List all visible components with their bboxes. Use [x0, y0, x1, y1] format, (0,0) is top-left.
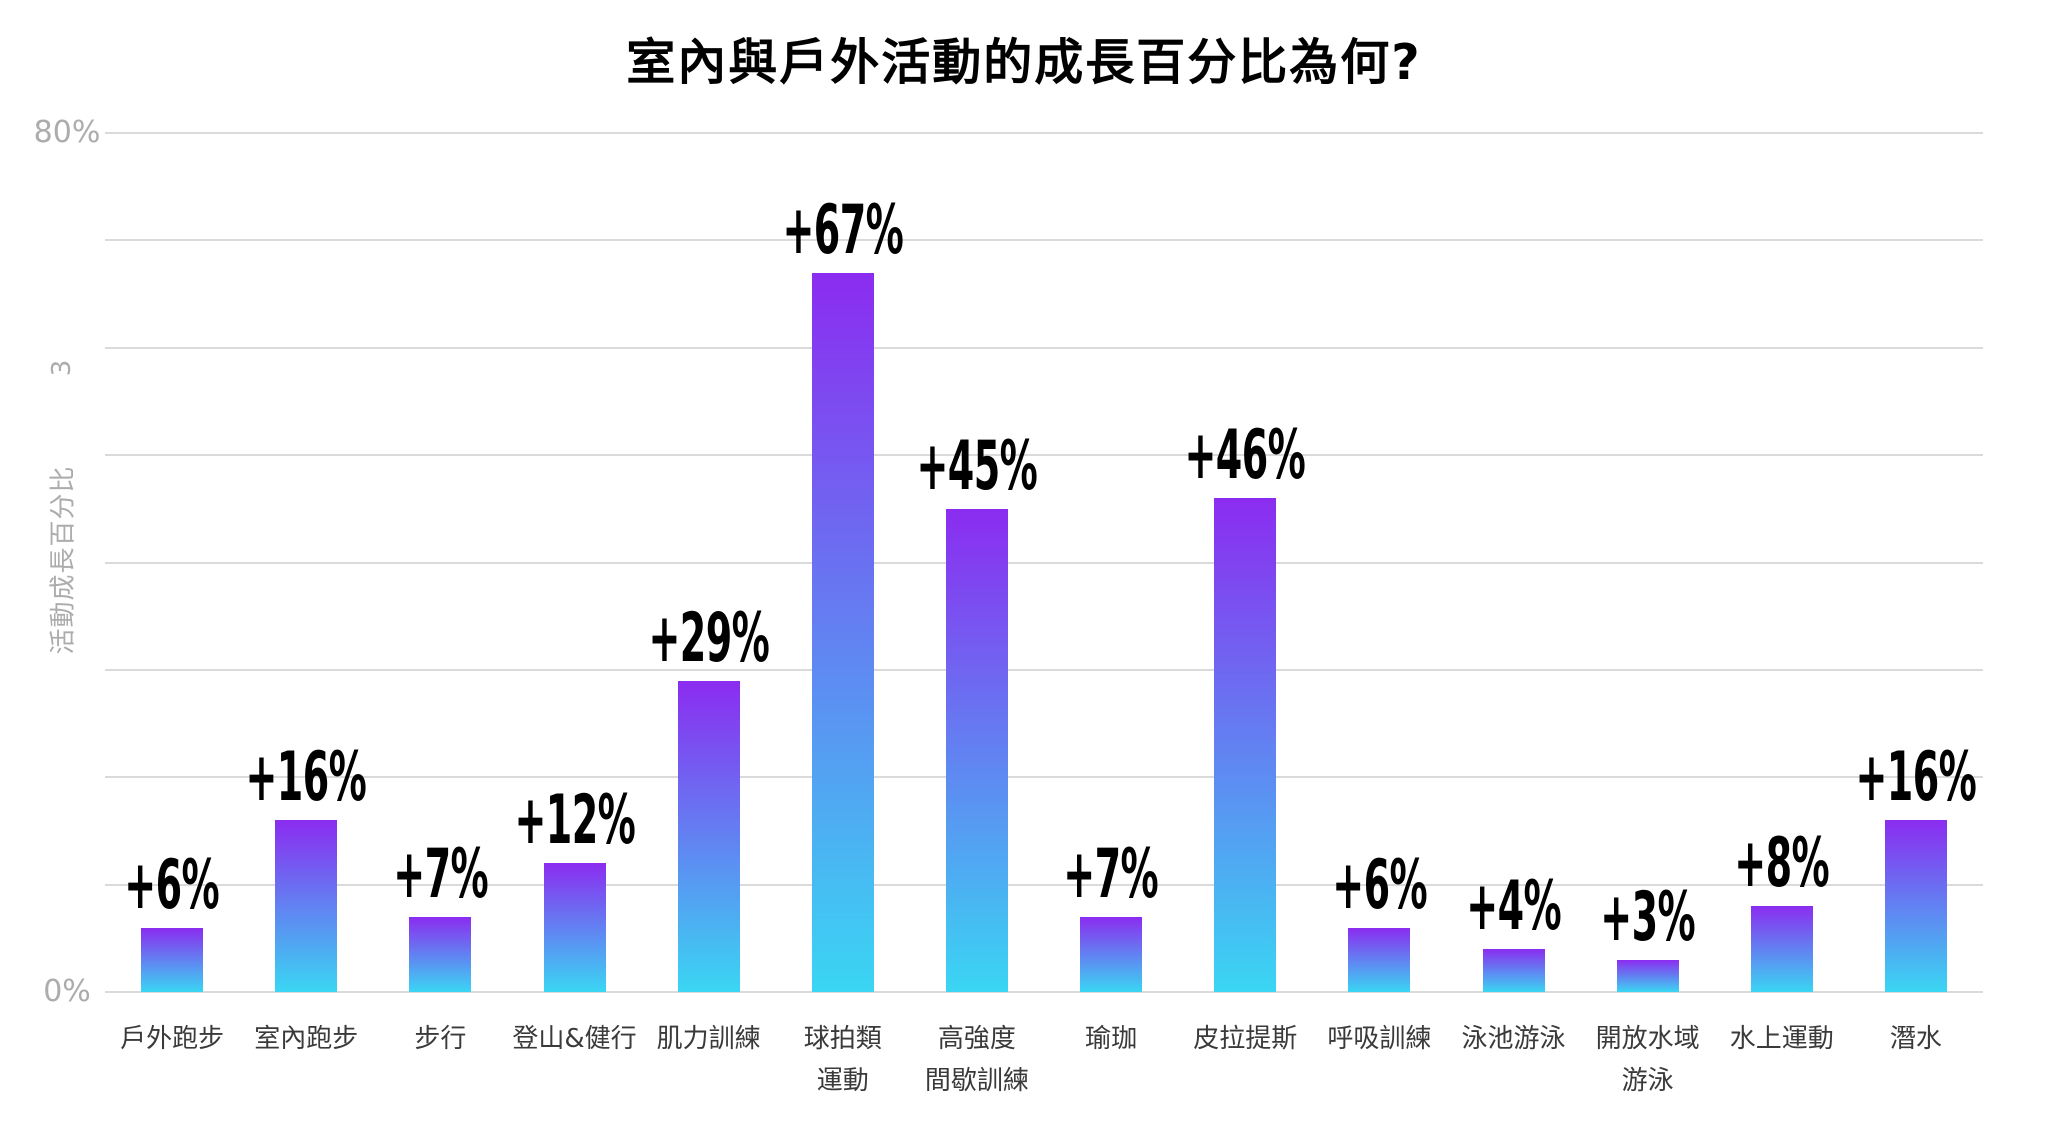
bar-球拍類運動	[811, 272, 874, 992]
value-label-text: +67%	[782, 190, 904, 270]
gridline-40pct	[105, 561, 1983, 564]
x-label-登山&健行: 登山&健行	[507, 1018, 641, 1060]
value-label-泳池游泳: +4%	[1314, 873, 1714, 941]
chart-title: 室內與戶外活動的成長百分比為何?	[626, 34, 1422, 91]
value-label-text: +7%	[1063, 834, 1159, 914]
value-label-text: +16%	[1855, 738, 1977, 818]
value-label-高強度間歇訓練: +45%	[777, 426, 1177, 506]
x-label-呼吸訓練: 呼吸訓練	[1312, 1018, 1446, 1060]
value-label-text: +4%	[1466, 867, 1561, 947]
gridline-70pct	[105, 239, 1983, 242]
bar-戶外跑步	[141, 927, 204, 992]
x-label-球拍類運動: 球拍類 運動	[776, 1018, 910, 1102]
bar-潛水	[1884, 820, 1947, 992]
x-label-line: 泳池游泳	[1461, 1024, 1566, 1054]
value-label-text: +6%	[124, 845, 220, 925]
gridline-20pct	[105, 776, 1983, 779]
x-label-line: 皮拉提斯	[1193, 1024, 1298, 1054]
bar-皮拉提斯	[1214, 498, 1277, 992]
bar-步行	[409, 916, 472, 992]
x-label-line: 潛水	[1889, 1024, 1942, 1054]
bar-開放水域游泳	[1616, 959, 1679, 992]
y-tick-0: 0%	[43, 974, 91, 1009]
bar-水上運動	[1750, 906, 1813, 992]
value-label-text: +6%	[1331, 845, 1427, 925]
y-axis-title-text: 活動成長百分比	[48, 465, 79, 655]
value-label-text: +46%	[1184, 416, 1306, 496]
value-label-text: +3%	[1600, 877, 1696, 957]
x-label-泳池游泳: 泳池游泳	[1446, 1018, 1580, 1060]
x-label-line: 間歇訓練	[924, 1066, 1029, 1096]
bar-登山&健行	[543, 863, 606, 992]
x-label-line: 瑜珈	[1085, 1024, 1138, 1054]
value-label-text: +29%	[648, 598, 770, 678]
x-label-水上運動: 水上運動	[1715, 1018, 1849, 1060]
value-label-text: +16%	[245, 738, 367, 818]
bar-室內跑步	[275, 820, 338, 992]
value-label-皮拉提斯: +46%	[1045, 422, 1445, 490]
value-label-呼吸訓練: +6%	[1179, 845, 1579, 925]
x-label-line: 游泳	[1621, 1066, 1674, 1096]
x-label-line: 水上運動	[1729, 1024, 1834, 1054]
bar-瑜珈	[1080, 916, 1143, 992]
x-label-皮拉提斯: 皮拉提斯	[1178, 1018, 1312, 1060]
value-label-text: +45%	[916, 426, 1038, 506]
bar-呼吸訓練	[1348, 927, 1411, 992]
y-tick-80: 80%	[33, 115, 101, 150]
x-label-步行: 步行	[373, 1018, 507, 1060]
x-label-室內跑步: 室內跑步	[239, 1018, 373, 1060]
y-axis-title: 活動成長百分比	[43, 465, 80, 654]
gridline-10pct	[105, 883, 1983, 886]
x-label-肌力訓練: 肌力訓練	[642, 1018, 776, 1060]
value-label-瑜珈: +7%	[911, 834, 1311, 914]
x-label-高強度間歇訓練: 高強度 間歇訓練	[910, 1018, 1044, 1102]
value-label-潛水: +16%	[1716, 744, 2048, 812]
x-label-戶外跑步: 戶外跑步	[105, 1018, 239, 1060]
value-label-text: +8%	[1734, 824, 1830, 904]
bar-高強度間歇訓練	[945, 508, 1008, 992]
plot-area: +6% +16% +7% +12% +29% +67% +45% +7% +46% +6% +4% +…	[105, 132, 1983, 993]
y-axis-footnote: 3	[47, 359, 77, 377]
value-label-肌力訓練: +29%	[509, 598, 909, 678]
value-label-戶外跑步: +6%	[0, 845, 372, 925]
x-label-line: 肌力訓練	[656, 1024, 761, 1054]
x-label-潛水: 潛水	[1849, 1018, 1983, 1060]
bar-泳池游泳	[1482, 949, 1545, 992]
value-label-步行: +7%	[240, 834, 640, 914]
x-label-line: 戶外跑步	[120, 1024, 225, 1054]
gridline-0pct	[105, 991, 1983, 993]
x-label-line: 運動	[816, 1066, 869, 1096]
x-label-line: 呼吸訓練	[1327, 1024, 1432, 1054]
value-label-text: +7%	[392, 834, 488, 914]
value-label-水上運動: +8%	[1582, 830, 1982, 898]
value-label-登山&健行: +12%	[375, 787, 775, 855]
gridline-30pct	[105, 668, 1983, 671]
value-label-text: +12%	[514, 781, 635, 861]
value-label-球拍類運動: +67%	[643, 190, 1043, 270]
value-label-開放水域游泳: +3%	[1448, 877, 1848, 957]
x-label-開放水域游泳: 開放水域 游泳	[1581, 1018, 1715, 1102]
x-label-line: 球拍類	[803, 1024, 882, 1054]
gridline-60pct	[105, 346, 1983, 349]
value-label-室內跑步: +16%	[106, 744, 506, 812]
x-label-line: 開放水域	[1595, 1024, 1700, 1054]
x-label-line: 室內跑步	[254, 1024, 359, 1054]
gridline-50pct	[105, 454, 1983, 457]
x-label-line: 步行	[414, 1024, 467, 1054]
gridline-80pct	[105, 132, 1983, 134]
x-label-line: 登山&健行	[512, 1024, 637, 1054]
x-label-line: 高強度	[937, 1024, 1016, 1054]
x-label-瑜珈: 瑜珈	[1044, 1018, 1178, 1060]
bar-肌力訓練	[677, 680, 740, 992]
